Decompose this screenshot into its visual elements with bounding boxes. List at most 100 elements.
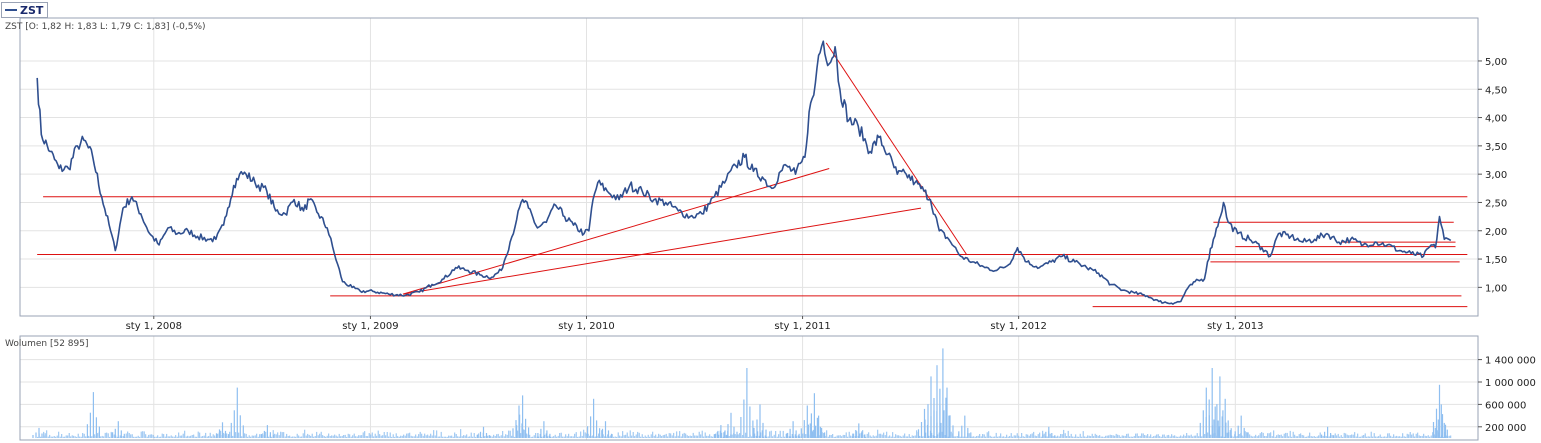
volume-bar bbox=[187, 435, 189, 438]
price-y-tick-label: 3,00 bbox=[1485, 170, 1507, 181]
volume-bar bbox=[1435, 408, 1438, 438]
volume-bar bbox=[710, 436, 712, 438]
volume-bar bbox=[1057, 435, 1059, 438]
volume-bar bbox=[235, 432, 237, 438]
volume-bar bbox=[1186, 433, 1188, 438]
volume-bar bbox=[274, 433, 276, 438]
volume-bar bbox=[637, 431, 639, 438]
volume-bar bbox=[724, 430, 726, 438]
volume-bar bbox=[491, 436, 493, 438]
volume-bar bbox=[353, 433, 355, 438]
volume-bar bbox=[422, 435, 424, 438]
volume-bar bbox=[1244, 431, 1246, 438]
volume-bar bbox=[59, 436, 61, 438]
volume-bar bbox=[233, 410, 235, 438]
volume-bar bbox=[76, 436, 78, 438]
volume-bar bbox=[937, 434, 939, 438]
volume-bar bbox=[154, 436, 156, 438]
volume-bar bbox=[302, 433, 304, 438]
volume-bar bbox=[601, 428, 604, 438]
volume-bar bbox=[226, 433, 228, 438]
volume-bar bbox=[307, 433, 309, 438]
volume-bar bbox=[182, 433, 184, 438]
volume-bar bbox=[914, 435, 916, 438]
volume-bar bbox=[836, 435, 838, 438]
volume-bar bbox=[1172, 435, 1174, 438]
volume-bar bbox=[167, 436, 169, 438]
volume-bar bbox=[839, 435, 841, 438]
volume-bar bbox=[611, 434, 613, 438]
volume-bar bbox=[798, 433, 800, 438]
volume-bar bbox=[1259, 433, 1261, 438]
volume-bar bbox=[544, 434, 546, 438]
volume-bar bbox=[1372, 436, 1374, 438]
volume-bar bbox=[961, 425, 963, 438]
volume-bar bbox=[437, 436, 439, 438]
volume-bar bbox=[211, 436, 213, 438]
volume-bar bbox=[424, 433, 426, 438]
volume-bar bbox=[845, 432, 847, 438]
volume-bar bbox=[1312, 436, 1314, 438]
volume-bar bbox=[788, 436, 790, 438]
volume-bar bbox=[1232, 436, 1234, 438]
volume-bar bbox=[560, 432, 562, 438]
volume-bar bbox=[1438, 384, 1441, 438]
volume-bar bbox=[98, 426, 100, 438]
volume-bar bbox=[188, 436, 190, 438]
volume-bar bbox=[86, 424, 88, 438]
volume-bar bbox=[742, 435, 744, 438]
volume-bar bbox=[864, 434, 866, 438]
volume-bar bbox=[331, 435, 333, 438]
volume-bar bbox=[1069, 436, 1071, 438]
volume-bar bbox=[538, 436, 540, 438]
volume-bar bbox=[991, 436, 993, 438]
volume-bar bbox=[265, 431, 267, 438]
volume-bar bbox=[1262, 432, 1264, 438]
volume-bar bbox=[691, 436, 693, 438]
volume-bar bbox=[883, 432, 885, 438]
volume-bar bbox=[802, 433, 804, 438]
volume-bar bbox=[1195, 435, 1197, 438]
volume-bar bbox=[1405, 436, 1407, 438]
volume-bar bbox=[514, 436, 516, 438]
volume-bar bbox=[197, 431, 199, 438]
legend-symbol: ZST bbox=[20, 3, 44, 17]
legend[interactable]: ZST bbox=[1, 2, 49, 18]
volume-bar bbox=[781, 436, 783, 438]
volume-bar bbox=[853, 433, 855, 438]
volume-bar bbox=[656, 436, 658, 438]
volume-bar bbox=[1360, 436, 1362, 438]
volume-bar bbox=[881, 434, 883, 438]
volume-bar bbox=[970, 432, 972, 438]
volume-bar bbox=[1000, 433, 1002, 438]
volume-bar bbox=[349, 434, 351, 438]
volume-bar bbox=[209, 432, 211, 438]
volume-bar bbox=[819, 426, 821, 438]
volume-bar bbox=[299, 436, 301, 438]
volume-bar bbox=[589, 435, 591, 438]
volume-bar bbox=[145, 434, 147, 438]
volume-bar bbox=[1208, 399, 1210, 438]
volume-bar bbox=[1246, 432, 1248, 438]
volume-bar bbox=[392, 434, 394, 438]
volume-bar bbox=[916, 430, 918, 438]
volume-bar bbox=[139, 436, 141, 438]
volume-bar bbox=[575, 432, 577, 438]
volume-bar bbox=[74, 436, 76, 438]
volume-bar bbox=[1016, 433, 1018, 438]
volume-bar bbox=[1280, 434, 1282, 438]
volume-bar bbox=[625, 434, 627, 438]
volume-bar bbox=[1177, 436, 1179, 438]
volume-bar bbox=[386, 432, 388, 438]
volume-bar bbox=[1130, 436, 1132, 438]
volume-bar bbox=[942, 348, 944, 438]
volume-bar bbox=[617, 432, 619, 438]
volume-bar bbox=[872, 435, 874, 438]
volume-bar bbox=[227, 434, 230, 438]
volume-bar bbox=[596, 420, 598, 438]
volume-bar bbox=[179, 435, 181, 438]
volume-bar bbox=[572, 436, 574, 438]
volume-bar bbox=[163, 434, 165, 438]
volume-bar bbox=[707, 435, 709, 438]
volume-bar bbox=[1412, 433, 1414, 438]
